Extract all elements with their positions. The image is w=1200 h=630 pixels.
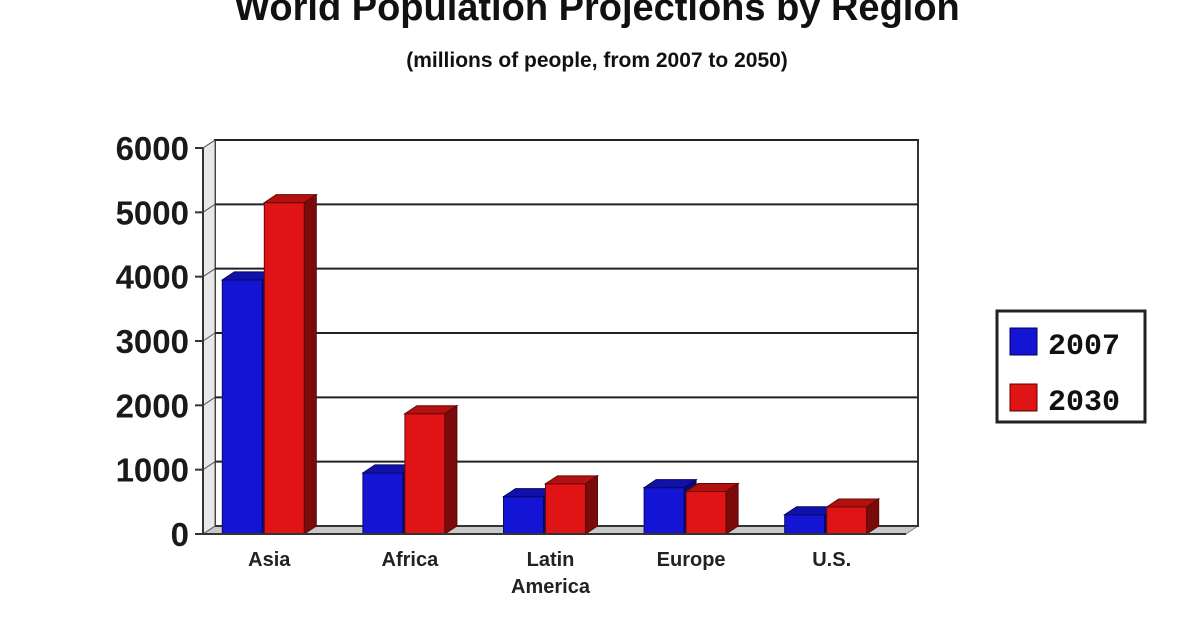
legend-label-2007: 2007 (1048, 330, 1120, 364)
x-category-label: Europe (657, 549, 726, 571)
bar-side (585, 474, 598, 535)
legend-swatch-2030 (1009, 383, 1038, 412)
bar-front (263, 202, 305, 535)
bar-front (362, 472, 404, 535)
bar-2030-1 (403, 404, 459, 535)
chart-title: World Population Projections by Region (234, 0, 960, 29)
bars (220, 193, 881, 535)
bar-front (503, 496, 544, 535)
bar-2030-0 (262, 193, 318, 535)
legend-swatch-2007 (1009, 327, 1038, 356)
bar-front (404, 413, 446, 535)
x-category-label: Latin (527, 549, 575, 571)
bar-side (444, 404, 458, 535)
legend-label-2030: 2030 (1048, 386, 1120, 420)
gridline-depth (202, 268, 216, 278)
x-category-label: Asia (248, 549, 291, 571)
bar-side (725, 482, 739, 535)
y-tick-label: 6000 (116, 130, 189, 167)
bar-front (643, 487, 685, 535)
gridline-depth (202, 139, 216, 149)
x-axis: Asia Africa Latin America Europe U.S. (203, 533, 906, 598)
y-axis: 0 1000 2000 3000 4000 5000 6000 (116, 130, 204, 553)
bar-front (685, 491, 727, 535)
y-tick-label: 5000 (116, 194, 189, 231)
bar-side (303, 193, 317, 535)
gridline-depth (202, 332, 216, 342)
gridline-depth (202, 396, 216, 406)
x-category-label: U.S. (812, 549, 851, 571)
y-tick-label: 2000 (116, 387, 189, 424)
y-tick-label: 1000 (116, 452, 189, 489)
x-category-label: America (511, 576, 591, 598)
bar-2030-4 (825, 498, 881, 535)
y-tick-label: 0 (171, 516, 189, 553)
bar-side (866, 498, 880, 535)
gridline-depth (202, 203, 216, 213)
plot-area (201, 139, 920, 535)
bar-front (221, 279, 263, 535)
bar-front (826, 506, 868, 535)
gridline-depth (202, 461, 216, 471)
legend: 2007 2030 (995, 309, 1147, 424)
bar-2030-2 (543, 474, 600, 535)
x-category-label: Africa (382, 549, 440, 571)
bar-2030-3 (684, 482, 740, 535)
y-tick-label: 4000 (116, 259, 189, 296)
bar-front (784, 514, 826, 535)
chart-subtitle: (millions of people, from 2007 to 2050) (406, 49, 788, 72)
y-tick-label: 3000 (116, 323, 189, 360)
bar-front (545, 483, 586, 535)
